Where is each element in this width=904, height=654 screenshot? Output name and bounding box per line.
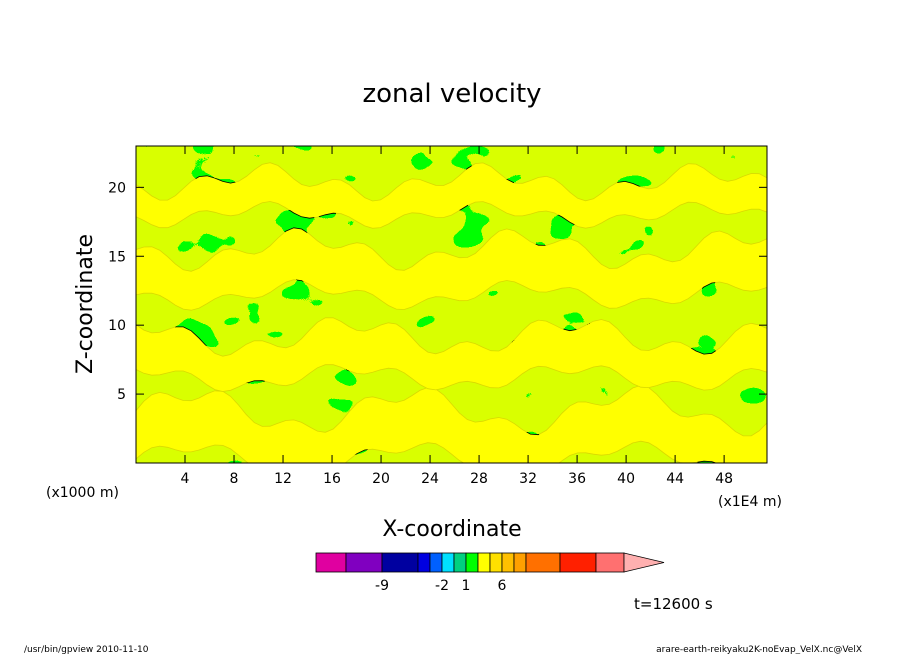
y-axis: 5 10 15 20	[108, 180, 767, 403]
time-label: t=12600 s	[634, 595, 713, 613]
velocity-blobs	[136, 146, 767, 463]
x-tick-label: 48	[715, 471, 733, 487]
x-tick-label: 32	[519, 471, 537, 487]
x-tick-label: 4	[181, 471, 190, 487]
footer-right: arare-earth-reikyaku2K-noEvap_VelX.nc@Ve…	[656, 645, 862, 654]
x-tick-label: 12	[274, 471, 292, 487]
chart-title: zonal velocity	[362, 79, 541, 109]
colorbar-label: -9	[375, 578, 389, 594]
x-unit-right: (x1E4 m)	[718, 494, 782, 510]
y-tick-label: 20	[108, 180, 126, 196]
y-tick-label: 5	[117, 387, 126, 403]
x-axis-label: X-coordinate	[382, 517, 521, 542]
x-tick-label: 36	[568, 471, 586, 487]
colorbar-box	[465, 552, 479, 573]
colorbar-box	[477, 552, 491, 573]
colorbar-label: 6	[498, 578, 507, 594]
colorbar-box	[559, 552, 597, 573]
colorbar-box	[315, 552, 347, 573]
colorbar-box	[417, 552, 431, 573]
colorbar-box	[525, 552, 561, 573]
colorbar-box	[381, 552, 419, 573]
colorbar-label: 1	[462, 578, 471, 594]
x-tick-label: 8	[230, 471, 239, 487]
footer-left: /usr/bin/gpview 2010-11-10	[24, 645, 149, 654]
y-tick-label: 15	[108, 249, 126, 265]
colorbar: -9 -2 1 6	[315, 552, 665, 594]
y-axis-label: Z-coordinate	[73, 234, 98, 374]
y-tick-label: 10	[108, 318, 126, 334]
x-tick-label: 20	[372, 471, 390, 487]
x-unit-left: (x1000 m)	[46, 485, 119, 501]
colorbar-label: -2	[435, 578, 449, 594]
x-tick-label: 28	[470, 471, 488, 487]
colorbar-box	[489, 552, 503, 573]
colorbar-box	[345, 552, 383, 573]
colorbar-box	[441, 552, 455, 573]
x-tick-label: 44	[666, 471, 684, 487]
x-tick-label: 24	[421, 471, 439, 487]
x-tick-label: 16	[323, 471, 341, 487]
colorbar-arrow	[623, 552, 665, 573]
colorbar-box	[501, 552, 515, 573]
colorbar-box	[513, 552, 527, 573]
x-axis: 4 8 12 16 20 24 28 32 36 40 44 48	[181, 146, 733, 487]
colorbar-box	[429, 552, 443, 573]
colorbar-box	[595, 552, 625, 573]
plot-frame	[135, 145, 768, 464]
colorbar-box	[453, 552, 467, 573]
x-tick-label: 40	[617, 471, 635, 487]
